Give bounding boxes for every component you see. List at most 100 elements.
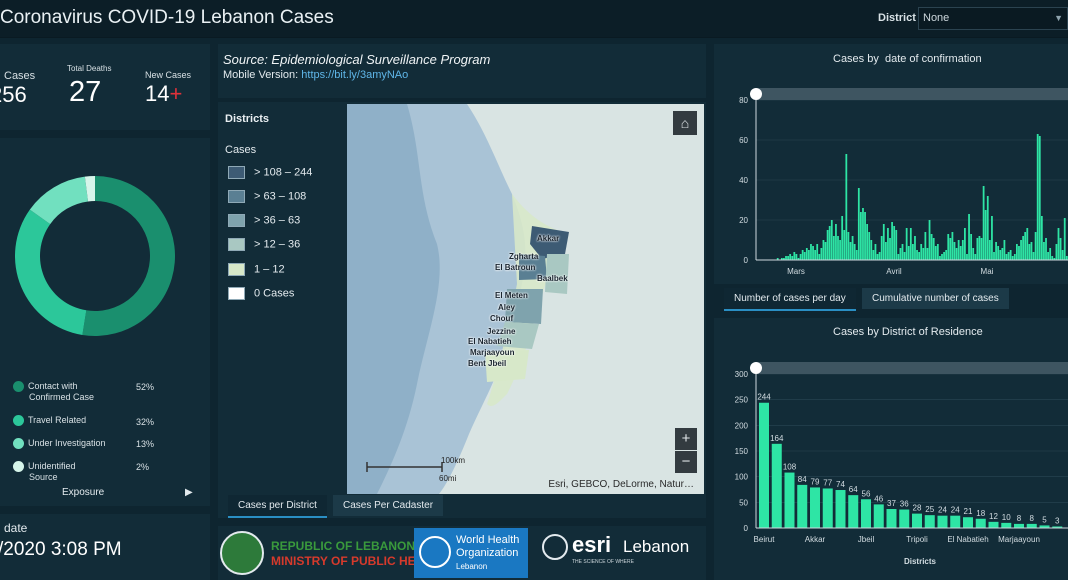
bar[interactable] [970,234,973,260]
bar[interactable] [1045,238,1047,260]
bar[interactable] [799,254,802,260]
bar[interactable] [939,256,941,260]
bar[interactable] [999,250,1002,260]
bar[interactable] [1059,238,1062,260]
bar[interactable] [835,224,837,260]
bar[interactable] [951,232,954,260]
bar[interactable] [824,242,827,260]
bar[interactable] [887,228,889,260]
bar[interactable] [886,509,897,528]
bar[interactable] [957,240,960,260]
district-select[interactable]: None ▼ [918,7,1068,30]
donut-slice[interactable] [29,176,89,225]
bar[interactable] [848,495,859,528]
next-arrow-icon[interactable]: ▶ [185,487,193,498]
bar[interactable] [893,226,896,260]
bar[interactable] [810,487,820,528]
bar[interactable] [947,234,950,260]
bar[interactable] [980,238,983,260]
bar[interactable] [1030,242,1033,260]
bar[interactable] [826,230,829,260]
bar[interactable] [924,232,927,260]
bar[interactable] [1001,248,1004,260]
bar[interactable] [785,256,787,260]
district-map[interactable]: Akkar Zgharta El Batroun Baalbek El Mete… [347,104,704,494]
bar[interactable] [986,196,989,260]
bar[interactable] [853,244,856,260]
bar[interactable] [1036,134,1039,260]
bar[interactable] [968,214,970,260]
bar[interactable] [903,252,906,260]
bar[interactable] [928,220,931,260]
bar[interactable] [880,236,883,260]
bar[interactable] [793,252,796,260]
bar[interactable] [771,443,782,528]
bar[interactable] [816,244,819,260]
bar[interactable] [1034,232,1037,260]
range-slider-handle[interactable] [750,88,762,100]
bar[interactable] [1001,522,1012,528]
bar[interactable] [797,484,808,528]
donut-slice[interactable] [14,209,87,335]
bar[interactable] [936,244,939,260]
bar[interactable] [1055,244,1058,260]
bar[interactable] [932,238,935,260]
bar[interactable] [974,254,977,260]
bar[interactable] [791,256,794,260]
bar[interactable] [961,240,964,260]
bar[interactable] [851,236,854,260]
bar[interactable] [889,238,891,260]
bar[interactable] [976,238,979,260]
bar[interactable] [1028,244,1031,260]
bar[interactable] [993,252,995,260]
bar[interactable] [984,210,987,260]
bar[interactable] [872,250,875,260]
bar[interactable] [995,242,997,260]
bar[interactable] [1018,246,1020,260]
bar[interactable] [864,212,866,260]
bar[interactable] [1051,256,1054,260]
bar[interactable] [918,252,921,260]
bar[interactable] [849,242,852,260]
bar[interactable] [899,509,910,528]
bar[interactable] [1053,258,1056,260]
bar[interactable] [828,226,831,260]
bar[interactable] [861,499,871,528]
bar[interactable] [814,250,817,260]
tab-cases-per-cadaster[interactable]: Cases Per Cadaster [333,495,444,516]
bar[interactable] [803,252,806,260]
donut-slice[interactable] [82,176,175,336]
mobile-link[interactable]: https://bit.ly/3amyNAo [301,69,409,81]
bar[interactable] [845,154,848,260]
bar[interactable] [812,246,814,260]
bar[interactable] [1011,256,1014,260]
bar[interactable] [949,238,952,260]
bar[interactable] [1065,256,1068,260]
bar[interactable] [783,258,785,260]
bar[interactable] [1024,232,1027,260]
bar[interactable] [966,254,968,260]
bar[interactable] [805,248,808,260]
bar[interactable] [789,254,792,260]
bar[interactable] [997,246,1000,260]
bar[interactable] [988,240,991,260]
bar[interactable] [818,254,821,260]
bar[interactable] [784,472,795,528]
bar[interactable] [860,212,862,260]
bar[interactable] [835,490,846,528]
bar[interactable] [884,242,887,260]
bar[interactable] [878,252,881,260]
bar[interactable] [953,242,956,260]
tab-cases-per-day[interactable]: Number of cases per day [724,288,856,311]
bar[interactable] [891,222,893,260]
donut-slice[interactable] [84,176,95,202]
zoom-out-button[interactable]: − [675,451,697,473]
bar[interactable] [1026,228,1029,260]
bar[interactable] [1052,526,1063,528]
bar[interactable] [963,517,973,528]
zoom-in-button[interactable]: + [675,428,697,450]
home-icon[interactable]: ⌂ [673,111,697,135]
bar[interactable] [912,513,922,528]
bar[interactable] [943,252,945,260]
tab-cumulative[interactable]: Cumulative number of cases [862,288,1009,309]
